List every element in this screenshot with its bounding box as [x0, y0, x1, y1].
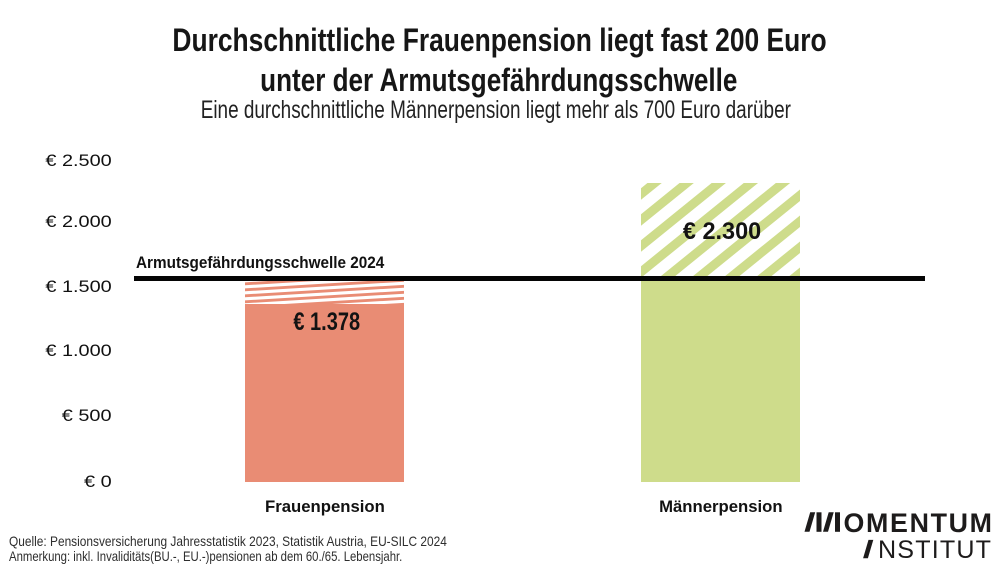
svg-text:OMENTUM: OMENTUM	[844, 508, 993, 538]
svg-text:NSTITUT: NSTITUT	[878, 536, 991, 564]
